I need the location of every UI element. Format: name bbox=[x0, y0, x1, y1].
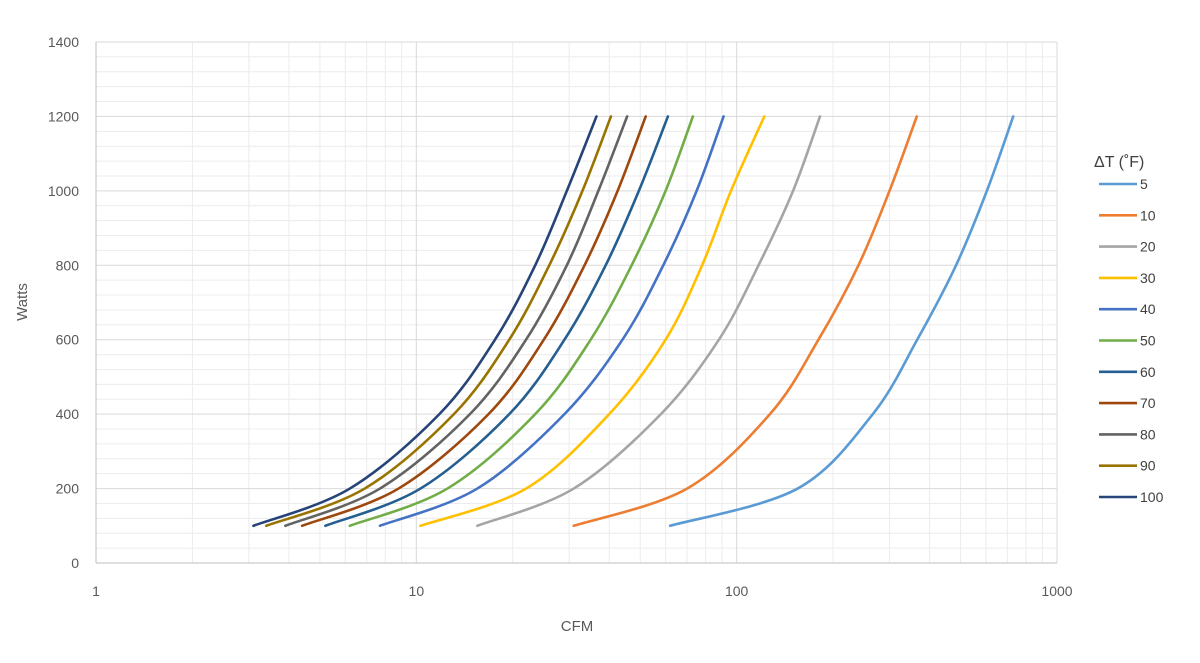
legend-label: 50 bbox=[1140, 333, 1156, 349]
y-tick-label: 200 bbox=[56, 481, 80, 497]
x-tick-label: 10 bbox=[409, 583, 425, 599]
legend: ΔT (˚F) 5 10 20 30 40 50 60 70 80 90 100 bbox=[1094, 154, 1164, 505]
y-tick-label: 800 bbox=[56, 257, 80, 273]
legend-item-5: 5 bbox=[1099, 176, 1148, 192]
y-tick-label: 0 bbox=[71, 555, 79, 571]
series-line-60 bbox=[324, 115, 670, 528]
legend-label: 40 bbox=[1140, 301, 1156, 317]
x-tick-label: 1 bbox=[92, 583, 100, 599]
y-tick-label: 1200 bbox=[48, 108, 79, 124]
legend-item-30: 30 bbox=[1099, 270, 1156, 286]
legend-label: 80 bbox=[1140, 426, 1156, 442]
legend-item-40: 40 bbox=[1099, 301, 1156, 317]
series-line-10 bbox=[572, 115, 919, 528]
y-tick-label: 1400 bbox=[48, 34, 79, 50]
legend-label: 10 bbox=[1140, 207, 1156, 223]
x-tick-label: 100 bbox=[725, 583, 749, 599]
x-tick-label: 1000 bbox=[1041, 583, 1072, 599]
x-axis-title: CFM bbox=[561, 618, 594, 635]
legend-label: 5 bbox=[1140, 176, 1148, 192]
legend-item-50: 50 bbox=[1099, 333, 1156, 349]
legend-item-70: 70 bbox=[1099, 395, 1156, 411]
legend-label: 90 bbox=[1140, 458, 1156, 474]
legend-item-60: 60 bbox=[1099, 364, 1156, 380]
series-line-5 bbox=[668, 115, 1015, 528]
legend-item-80: 80 bbox=[1099, 426, 1156, 442]
legend-label: 30 bbox=[1140, 270, 1156, 286]
legend-label: 70 bbox=[1140, 395, 1156, 411]
minor-gridlines bbox=[96, 42, 1057, 563]
legend-title: ΔT (˚F) bbox=[1094, 154, 1144, 171]
legend-item-90: 90 bbox=[1099, 458, 1156, 474]
y-tick-label: 1000 bbox=[48, 183, 79, 199]
y-tick-label: 600 bbox=[56, 332, 80, 348]
legend-label: 100 bbox=[1140, 489, 1164, 505]
y-axis-title: Watts bbox=[14, 283, 31, 321]
series-line-20 bbox=[476, 115, 822, 528]
series-line-100 bbox=[252, 115, 598, 528]
legend-item-20: 20 bbox=[1099, 239, 1156, 255]
legend-item-10: 10 bbox=[1099, 207, 1156, 223]
y-tick-labels: 0 200 400 600 800 1000 1200 1400 bbox=[48, 34, 79, 571]
legend-label: 20 bbox=[1140, 239, 1156, 255]
series-lines bbox=[252, 115, 1015, 528]
series-line-40 bbox=[378, 115, 725, 528]
series-line-30 bbox=[419, 115, 766, 528]
series-line-90 bbox=[264, 115, 613, 528]
series-line-80 bbox=[284, 115, 629, 528]
series-line-50 bbox=[348, 115, 695, 528]
legend-label: 60 bbox=[1140, 364, 1156, 380]
major-gridlines bbox=[95, 41, 1058, 564]
y-tick-label: 400 bbox=[56, 406, 80, 422]
axes bbox=[95, 42, 1057, 564]
x-tick-labels: 1 10 100 1000 bbox=[92, 583, 1073, 599]
series-line-70 bbox=[300, 115, 647, 528]
legend-item-100: 100 bbox=[1099, 489, 1164, 505]
legend-items: 5 10 20 30 40 50 60 70 80 90 100 bbox=[1099, 176, 1164, 505]
